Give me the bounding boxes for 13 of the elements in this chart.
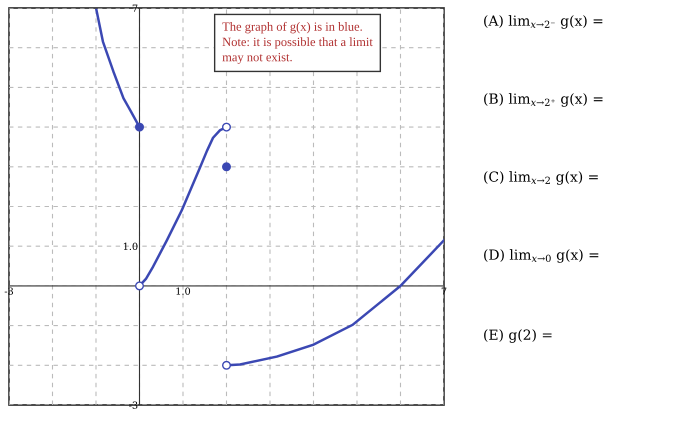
text: (B) lim$_{x→2⁺}$ g(x) =	[484, 93, 602, 107]
point	[222, 360, 231, 370]
point	[222, 162, 231, 172]
text: (E) g(2) =	[484, 329, 552, 343]
point	[222, 122, 231, 132]
y-tick-label: 1.0	[124, 242, 138, 250]
annotation: The graph of g(x) is in blue. Note: it is possible that a limit may not exist.	[222, 22, 373, 64]
text: (C) lim$_{x→2}$ g(x) =	[484, 171, 598, 185]
x-tick-label: 1.0	[176, 287, 190, 295]
point	[135, 122, 144, 132]
text: (A) lim$_{x→2⁻}$ g(x) =	[484, 15, 602, 29]
text: (D) lim$_{x→0}$ g(x) =	[484, 249, 598, 263]
point	[135, 281, 144, 290]
